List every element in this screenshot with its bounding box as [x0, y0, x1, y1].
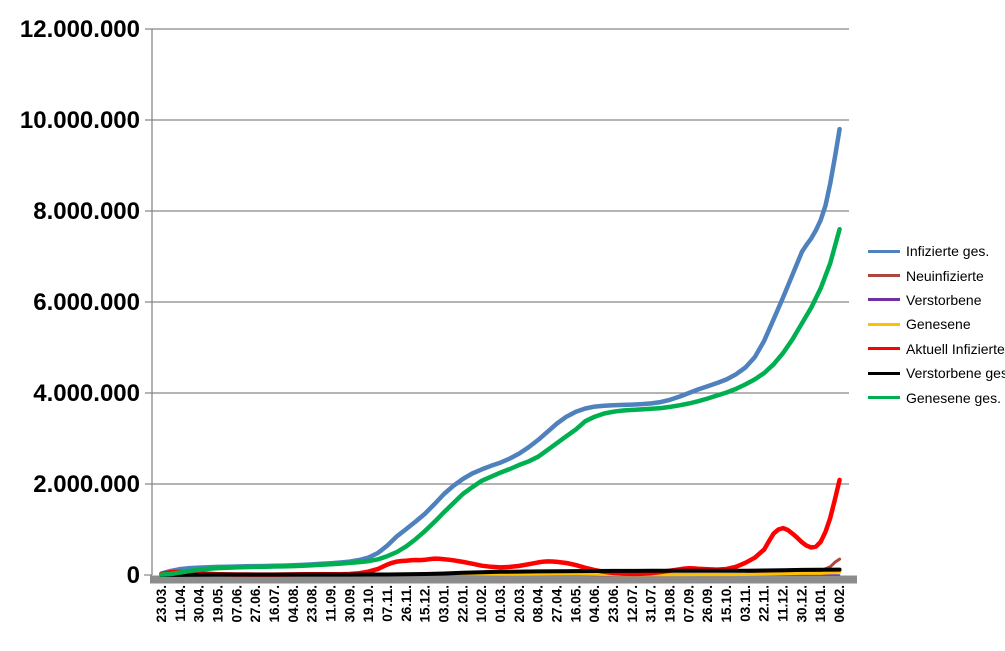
x-axis-tick-label: 27.04.: [550, 585, 565, 623]
legend-label: Neuinfizierte: [906, 267, 984, 284]
x-axis-tick-label: 08.04.: [531, 585, 546, 623]
legend-swatch-aktuell-infizierte: [868, 347, 900, 351]
x-axis-tick-label: 19.05.: [210, 585, 225, 623]
legend-swatch-neuinfizierte: [868, 274, 900, 278]
x-axis-tick-label: 23.03.: [154, 585, 169, 623]
x-axis-tick-label: 06.02.: [832, 585, 847, 623]
y-axis-tick-label: 0: [127, 562, 140, 589]
y-axis-tick-label: 10.000.000: [20, 107, 140, 134]
legend-item-verstorbene: Verstorbene: [868, 288, 1005, 312]
legend-swatch-verstorbene-ges: [868, 371, 900, 375]
y-axis-tick-label: 8.000.000: [33, 198, 140, 225]
legend-swatch-verstorbene: [868, 298, 900, 302]
legend-item-verstorbene-ges: Verstorbene ges.: [868, 361, 1005, 385]
x-axis-tick-label: 30.12.: [794, 585, 809, 623]
x-axis-tick-label: 23.08.: [305, 585, 320, 623]
x-axis-tick-label: 18.01.: [813, 585, 828, 623]
legend-label: Verstorbene: [906, 291, 982, 308]
series-line-verstorbene-ges: [159, 567, 842, 577]
legend-label: Verstorbene ges.: [906, 365, 1005, 382]
x-axis-tick-label: 01.03.: [493, 585, 508, 623]
series-line-aktuell-infizierte: [159, 477, 842, 577]
legend-label: Genesene: [906, 316, 971, 333]
legend-item-genesene-ges: Genesene ges.: [868, 385, 1005, 409]
x-axis-tick-label: 19.10.: [361, 585, 376, 623]
x-axis-tick-label: 22.11.: [757, 585, 772, 622]
x-axis-tick-label: 07.09.: [681, 585, 696, 623]
x-axis-tick-label: 31.07.: [644, 585, 659, 623]
x-axis-tick-label: 03.01.: [436, 585, 451, 623]
x-axis-tick-label: 15.12.: [418, 585, 433, 623]
legend-swatch-infizierte-ges: [868, 249, 900, 253]
legend-item-neuinfizierte: Neuinfizierte: [868, 263, 1005, 287]
y-axis-tick-label: 12.000.000: [20, 16, 140, 43]
x-axis-tick-label: 30.09.: [342, 585, 357, 623]
x-axis-tick-label: 11.09.: [323, 585, 338, 622]
x-axis-tick-label: 16.05.: [568, 585, 583, 623]
x-axis-tick-label: 04.08.: [286, 585, 301, 623]
x-axis-tick-label: 12.07.: [625, 585, 640, 623]
x-axis-tick-label: 26.09.: [700, 585, 715, 623]
x-axis-tick-label: 20.03.: [512, 585, 527, 623]
series-line-infizierte-ges: [159, 126, 842, 576]
x-axis-tick-label: 16.07.: [267, 585, 282, 623]
series-line-genesene-ges: [159, 226, 842, 577]
x-axis-tick-label: 11.12.: [776, 585, 791, 622]
x-axis-tick-label: 11.04.: [173, 585, 188, 622]
legend-swatch-genesene: [868, 322, 900, 326]
x-axis-tick-label: 04.06.: [587, 585, 602, 623]
x-axis-tick-label: 10.02.: [474, 585, 489, 623]
x-axis-tick-label: 19.08.: [663, 585, 678, 623]
legend-item-aktuell-infizierte: Aktuell Infizierte: [868, 337, 1005, 361]
legend-label: Aktuell Infizierte: [906, 340, 1005, 357]
x-axis-tick-label: 27.06.: [248, 585, 263, 623]
chart-legend: Infizierte ges. Neuinfizierte Verstorbene G…: [868, 239, 1005, 410]
y-axis-tick-label: 2.000.000: [33, 471, 140, 498]
x-axis-tick-label: 07.11.: [380, 585, 395, 622]
x-axis-tick-label: 03.11.: [738, 585, 753, 622]
legend-label: Genesene ges.: [906, 389, 1001, 406]
x-axis-bar: [150, 575, 857, 584]
legend-item-infizierte-ges: Infizierte ges.: [868, 239, 1005, 263]
x-axis-tick-label: 30.04.: [192, 585, 207, 623]
x-axis-tick-label: 07.06.: [229, 585, 244, 623]
legend-label: Infizierte ges.: [906, 243, 990, 260]
x-axis-tick-label: 26.11.: [399, 585, 414, 622]
x-axis-tick-label: 23.06.: [606, 585, 621, 623]
y-axis-tick-label: 4.000.000: [33, 380, 140, 407]
x-axis-tick-label: 22.01.: [455, 585, 470, 623]
y-axis-tick-label: 6.000.000: [33, 289, 140, 316]
x-axis-tick-label: 15.10.: [719, 585, 734, 623]
legend-item-genesene: Genesene: [868, 312, 1005, 336]
legend-swatch-genesene-ges: [868, 396, 900, 400]
